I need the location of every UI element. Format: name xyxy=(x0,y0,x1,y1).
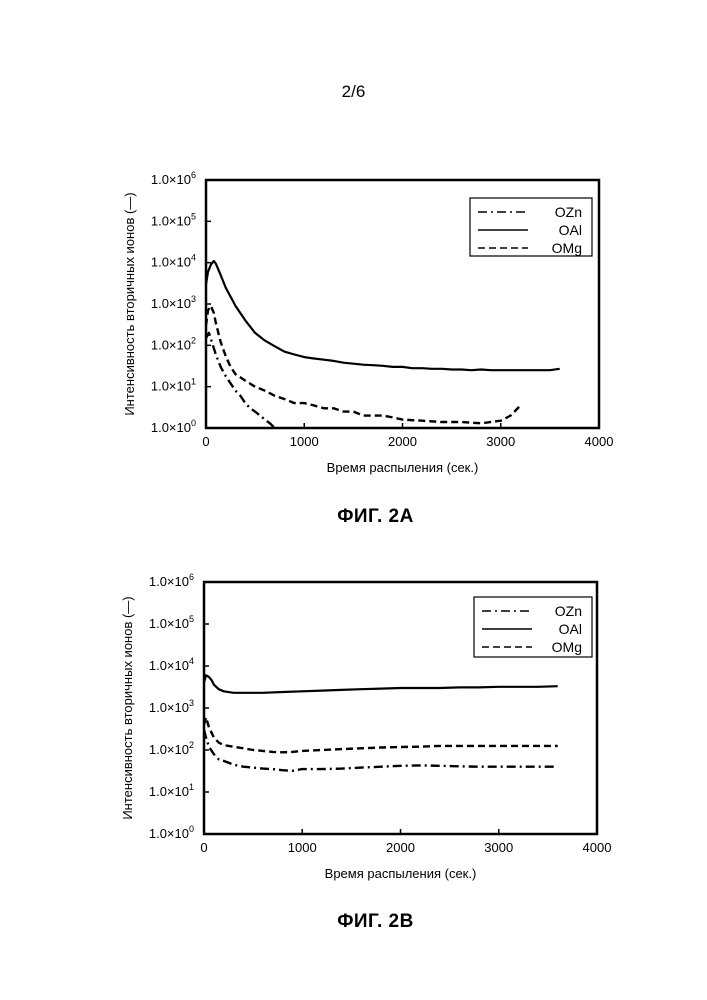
x-tick-label: 1000 xyxy=(288,840,317,855)
y-tick-label: 1.0×105 xyxy=(149,614,194,631)
series-group xyxy=(204,675,558,771)
y-tick-label: 1.0×100 xyxy=(149,824,194,841)
series-line-omg xyxy=(204,717,558,752)
legend-label-ozn: OZn xyxy=(555,603,582,619)
legend-label-omg: OMg xyxy=(552,639,582,655)
series-line-ozn xyxy=(204,730,558,771)
y-tick-label: 1.0×101 xyxy=(149,782,194,799)
series-line-oal xyxy=(204,675,558,693)
x-tick-label: 2000 xyxy=(386,840,415,855)
x-tick-label: 4000 xyxy=(583,840,612,855)
figure-caption-2a: ФИГ. 2А xyxy=(22,506,707,528)
y-tick-label: 1.0×106 xyxy=(149,572,194,589)
y-tick-label: 1.0×102 xyxy=(149,740,194,757)
x-tick-label: 3000 xyxy=(484,840,513,855)
figure-caption-2b: ФИГ. 2В xyxy=(22,911,707,933)
legend: OZn OAl OMg xyxy=(474,597,592,657)
legend-label-oal: OAl xyxy=(559,621,582,637)
y-axis-label: Интенсивность вторичных ионов (—) xyxy=(120,596,135,819)
y-tick-label: 1.0×103 xyxy=(149,698,194,715)
y-tick-label: 1.0×104 xyxy=(149,656,194,673)
x-tick-label: 0 xyxy=(200,840,207,855)
x-axis-label: Время распыления (сек.) xyxy=(325,866,477,881)
